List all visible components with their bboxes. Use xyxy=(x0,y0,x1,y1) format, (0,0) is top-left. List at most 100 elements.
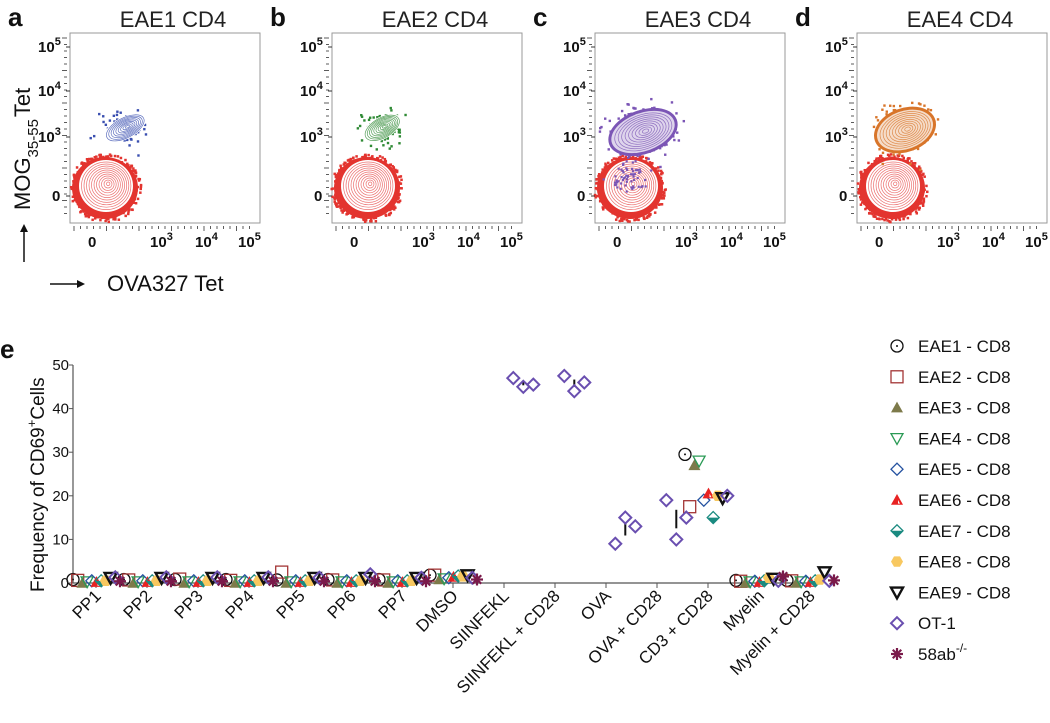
legend-item: 58ab-/- xyxy=(891,641,967,664)
tetramer-positive-population xyxy=(89,109,148,157)
panel-letter: d xyxy=(795,2,811,32)
legend-marker-icon xyxy=(889,432,905,446)
point-triangle-down-bold xyxy=(204,571,221,587)
point-asterisk xyxy=(420,575,432,588)
y-tick-label: 0 xyxy=(61,575,69,592)
y-tick-label: 20 xyxy=(52,488,69,505)
x-tick-label: 104 xyxy=(457,231,481,251)
legend-item: EAE5 - CD8 xyxy=(890,460,1011,479)
x-tick-label: 0 xyxy=(88,234,96,251)
point-triangle-down-open xyxy=(742,576,758,590)
legend-label: EAE5 - CD8 xyxy=(918,460,1011,479)
point-triangle-down-bold xyxy=(816,566,833,581)
point-asterisk xyxy=(369,575,381,588)
point-circle-open xyxy=(729,573,743,588)
x-tick-label: 0 xyxy=(350,234,358,251)
point-square-open xyxy=(428,568,442,582)
point-diamond-open xyxy=(678,510,694,526)
tetramer-positive-population xyxy=(356,106,407,151)
y-tick-label: 105 xyxy=(825,36,848,56)
point-triangle-down-bold xyxy=(153,571,170,587)
tetramer-positive-population xyxy=(598,97,686,193)
legend-label: EAE7 - CD8 xyxy=(918,522,1011,541)
y-tick-label: 50 xyxy=(52,357,69,374)
point-asterisk xyxy=(777,570,789,583)
chart-legend: EAE1 - CD8 EAE2 - CD8 EAE3 - CD8 EAE4 - CD8… xyxy=(888,337,1011,664)
legend-item: EAE3 - CD8 xyxy=(891,399,1011,418)
y-tick-label: 105 xyxy=(38,36,61,56)
legend-label: OT-1 xyxy=(918,614,956,633)
legend-marker-icon xyxy=(891,401,903,413)
y-tick-label: 40 xyxy=(52,401,69,418)
y-tick-label: 0 xyxy=(52,188,60,205)
point-triangle-down-open xyxy=(691,455,707,469)
point-triangle-down-bold xyxy=(765,572,782,588)
point-asterisk xyxy=(828,574,840,587)
panel-title: EAE2 CD4 xyxy=(382,7,488,32)
x-category-label: PP6 xyxy=(324,586,360,622)
legend-marker-icon xyxy=(890,339,904,353)
point-square-open xyxy=(275,565,289,579)
y-label-end: Tet xyxy=(10,88,35,117)
y-tick-label: 105 xyxy=(300,36,323,56)
x-tick-label: 103 xyxy=(937,231,960,251)
x-category-label: PP2 xyxy=(120,586,156,622)
legend-marker-icon xyxy=(888,586,906,601)
legend-marker-icon xyxy=(889,615,905,631)
x-category-label: PP7 xyxy=(375,586,411,622)
y-label-main: MOG xyxy=(10,157,35,210)
legend-marker-icon xyxy=(890,523,904,538)
y-tick-label: 104 xyxy=(38,80,62,100)
y-label-sub: 35-55 xyxy=(25,119,42,157)
negative-population xyxy=(69,153,143,224)
legend-item: EAE7 - CD8 xyxy=(890,522,1011,541)
chart-y-label: Frequency of CD69+Cells xyxy=(24,377,49,592)
panel-letter: c xyxy=(533,2,547,32)
point-triangle-down-open xyxy=(130,576,146,590)
flow-y-axis-label: MOG35-55 Tet xyxy=(10,88,42,262)
point-triangle-down-open xyxy=(79,576,95,590)
y-tick-label: 103 xyxy=(825,126,848,146)
point-triangle-half xyxy=(702,487,715,499)
y-tick-label: 104 xyxy=(300,80,324,100)
legend-item: EAE2 - CD8 xyxy=(890,368,1011,387)
x-tick-label: 104 xyxy=(195,231,219,251)
legend-item: EAE8 - CD8 xyxy=(891,553,1011,572)
flow-panel-d: d EAE4 CD4 105 104 103 0 0 103 104 105 xyxy=(795,2,1048,251)
point-square-open xyxy=(683,500,697,514)
x-tick-label: 0 xyxy=(875,234,883,251)
legend-label: 58ab-/- xyxy=(918,641,967,664)
right-arrowhead-icon xyxy=(77,280,85,288)
x-category-label: PP5 xyxy=(273,586,309,622)
point-diamond-open xyxy=(617,510,633,526)
y-tick-label: 103 xyxy=(563,126,586,146)
point-diamond-open xyxy=(719,488,735,504)
point-triangle-down-bold xyxy=(408,571,425,587)
y-tick-label: 0 xyxy=(314,188,322,205)
y-tick-label: 30 xyxy=(52,444,69,461)
legend-label: EAE3 - CD8 xyxy=(918,399,1011,418)
x-tick-label: 103 xyxy=(150,231,173,251)
point-triangle-down-bold xyxy=(255,571,272,587)
x-tick-label: 105 xyxy=(500,231,523,251)
point-triangle-filled xyxy=(688,459,701,471)
legend-item: EAE6 - CD8 xyxy=(891,491,1011,510)
x-tick-label: 105 xyxy=(1025,231,1048,251)
panel-title: EAE1 CD4 xyxy=(120,7,226,32)
x-tick-label: 105 xyxy=(238,231,261,251)
point-triangle-down-open xyxy=(232,576,248,590)
point-asterisk xyxy=(216,575,228,588)
point-triangle-down-open xyxy=(436,573,452,586)
x-label: OVA327 Tet xyxy=(107,271,224,296)
flow-x-axis-label: OVA327 Tet xyxy=(50,271,224,296)
negative-population xyxy=(856,153,929,224)
point-diamond-open xyxy=(566,383,582,399)
point-triangle-down-bold xyxy=(306,571,323,587)
point-diamond-open xyxy=(505,370,521,386)
x-category-label: PP4 xyxy=(222,586,258,622)
point-diamond-open xyxy=(607,536,623,552)
point-diamond-open xyxy=(668,531,684,547)
point-triangle-down-open xyxy=(181,576,197,590)
point-asterisk xyxy=(318,575,330,588)
